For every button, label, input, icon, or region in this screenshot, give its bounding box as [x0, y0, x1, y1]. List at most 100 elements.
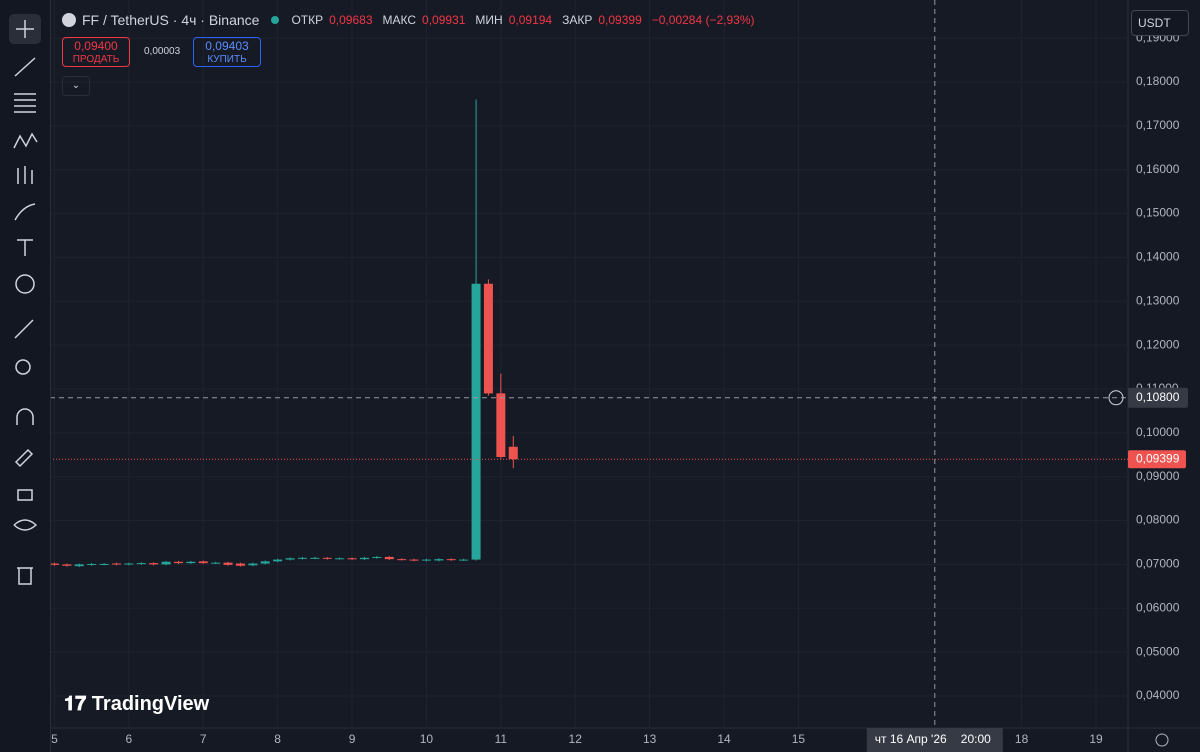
y-tick-label: 0,12000: [1136, 337, 1180, 351]
currency-button[interactable]: USDT: [1131, 10, 1189, 36]
y-tick-label: 0,10000: [1136, 425, 1180, 439]
crosshair-date-label: чт 16 Апр '26: [875, 732, 947, 746]
candle-body: [496, 393, 506, 457]
toolbar-icons: [9, 14, 41, 585]
spread: 0,00003: [144, 46, 181, 57]
candle-body: [359, 557, 369, 560]
candle-body: [335, 558, 345, 560]
status-dot: [271, 16, 280, 24]
candle-body: [99, 563, 109, 565]
y-tick-label: 0,15000: [1136, 206, 1180, 220]
y-tick-label: 0,04000: [1136, 688, 1180, 702]
crosshair-time-tag: [866, 728, 1003, 752]
trend-tool[interactable]: [14, 57, 36, 77]
candle-body: [384, 556, 394, 560]
symbol[interactable]: FF / TetherUS · 4ч · Binance: [82, 12, 260, 28]
plot-area: [50, 0, 1128, 728]
y-tick-label: 0,17000: [1136, 118, 1180, 132]
candle-body: [62, 564, 72, 566]
candle-body: [124, 563, 134, 565]
lock-tool[interactable]: [17, 489, 33, 501]
crosshair-price-tag: [1128, 387, 1188, 408]
candle-body: [372, 556, 382, 558]
prediction-tool[interactable]: [17, 166, 33, 184]
x-tick-label: 15: [792, 732, 806, 746]
add-alert-button: [1108, 390, 1124, 406]
candle-body: [74, 564, 84, 567]
last-price-tag: [1128, 450, 1186, 469]
candle-body: [87, 563, 97, 565]
y-tick-label: 0,05000: [1136, 644, 1180, 658]
y-tick-label: 0,06000: [1136, 600, 1180, 614]
brush-tool[interactable]: [14, 203, 36, 221]
candle-body: [347, 558, 357, 560]
candle-body: [434, 559, 444, 561]
candle-body: [508, 446, 518, 460]
candle-body: [421, 559, 431, 561]
y-tick-label: 0,14000: [1136, 250, 1180, 264]
x-tick-label: 13: [643, 732, 657, 746]
watermark: 𝟏𝟕 TradingView: [64, 693, 210, 715]
close-label: ЗАКР: [562, 13, 593, 27]
crosshair-price-label: 0,10800: [1136, 390, 1180, 404]
x-tick-label: 6: [126, 732, 133, 746]
sell-price: 0,09400: [74, 39, 118, 53]
candle-body: [397, 559, 407, 561]
candle-body: [211, 562, 221, 564]
sell-button[interactable]: 0,09400 ПРОДАТЬ: [62, 37, 130, 67]
candle-body: [273, 559, 283, 562]
low-label: МИН: [475, 13, 503, 27]
candle-body: [235, 563, 245, 566]
buy-price: 0,09403: [205, 39, 249, 53]
ruler-tool[interactable]: [14, 319, 34, 339]
candle-body: [149, 563, 159, 565]
candle-body: [409, 559, 419, 561]
magnet-tool[interactable]: [16, 408, 34, 425]
last-price-label: 0,09399: [1136, 451, 1180, 465]
settings-button[interactable]: [1155, 733, 1169, 747]
candle-body: [285, 558, 295, 560]
candle-body: [310, 557, 320, 559]
y-tick-label: 0,16000: [1136, 162, 1180, 176]
crosshair-time-label: 20:00: [961, 732, 991, 746]
candle-body: [186, 561, 196, 564]
buy-label: КУПИТЬ: [207, 54, 247, 65]
hide-tool[interactable]: [13, 519, 38, 531]
delete-tool[interactable]: [17, 567, 33, 585]
emoji-tool[interactable]: [15, 274, 35, 294]
lock-drawing-tool[interactable]: [14, 448, 34, 468]
candle-body: [136, 563, 146, 565]
pattern-tool[interactable]: [13, 132, 38, 149]
zoom-tool[interactable]: [15, 359, 31, 375]
open-value: 0,09683: [329, 13, 373, 27]
y-tick-label: 0,18000: [1136, 74, 1180, 88]
x-tick-label: 9: [349, 732, 356, 746]
x-tick-label: 14: [717, 732, 731, 746]
x-tick-label: 11: [495, 732, 508, 746]
candle-body: [297, 557, 307, 559]
sell-label: ПРОДАТЬ: [72, 54, 120, 65]
low-value: 0,09194: [508, 13, 553, 27]
candle-body: [483, 283, 493, 394]
collapse-button[interactable]: ⌄: [62, 76, 90, 96]
x-tick-label: 5: [51, 732, 58, 746]
y-tick-label: 0,08000: [1136, 513, 1180, 527]
candle-body: [49, 563, 59, 565]
candle-body: [198, 561, 208, 564]
toolbar: [0, 0, 51, 752]
candle-body: [459, 559, 469, 561]
y-tick-label: 0,13000: [1136, 293, 1180, 307]
text-tool[interactable]: [17, 239, 33, 256]
buy-button[interactable]: 0,09403 КУПИТЬ: [193, 37, 261, 67]
x-tick-label: 7: [200, 732, 207, 746]
candle-body: [248, 563, 258, 566]
x-tick-label: 18: [1015, 732, 1029, 746]
x-tick-label: 10: [420, 732, 434, 746]
x-tick-label: 8: [274, 732, 281, 746]
y-tick-label: 0,09000: [1136, 469, 1180, 483]
crosshair-icon: [16, 20, 34, 38]
fib-tool[interactable]: [14, 93, 36, 113]
candle-body: [111, 563, 121, 565]
candle-body: [173, 561, 183, 564]
